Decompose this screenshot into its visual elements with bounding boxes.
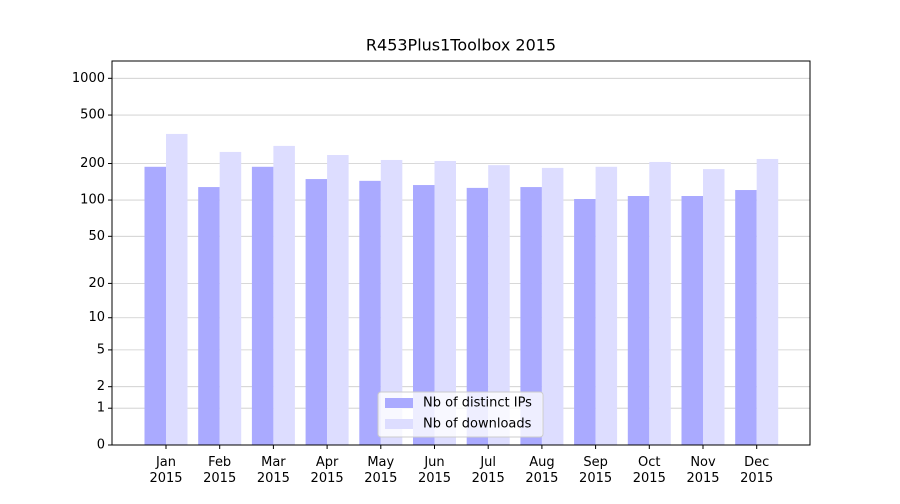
x-tick-label: Apr 2015 [311,455,344,486]
bar [649,161,671,446]
legend-box [377,391,544,438]
x-tick-label: May 2015 [364,455,397,486]
legend-swatch [385,398,413,408]
x-tick-label: Oct 2015 [633,455,666,486]
bar [735,190,757,445]
bar [574,199,596,445]
x-tick-label: Aug 2015 [525,455,558,486]
bar [144,166,166,446]
y-tick-label: 1 [97,401,105,416]
bar [359,180,381,446]
bar [488,165,510,445]
bar [413,185,435,445]
legend-label: Nb of downloads [423,417,532,432]
legend-swatch [385,419,413,429]
y-tick-label: 100 [80,193,105,208]
bar [273,145,295,445]
bar [541,167,564,445]
bar [703,169,725,446]
bar [380,159,403,445]
x-tick-label: Dec 2015 [740,455,773,486]
bar [434,160,456,445]
bar [251,166,274,446]
bar [198,187,220,445]
y-tick-label: 2 [97,379,105,394]
y-tick-label: 20 [88,276,105,291]
bar [305,179,328,445]
bar [166,133,188,445]
y-tick-label: 1000 [72,71,105,86]
y-tick-label: 50 [88,229,105,244]
bar [520,187,542,445]
bar [627,196,650,445]
x-tick-label: Feb 2015 [203,455,236,486]
y-tick-label: 200 [80,156,105,171]
bar [327,155,349,445]
x-tick-label: Mar 2015 [257,455,290,486]
y-tick-label: 500 [80,108,105,123]
y-tick-label: 0 [97,438,105,453]
x-tick-label: Jun 2015 [418,455,451,486]
y-tick-label: 5 [97,342,105,357]
x-tick-label: Jul 2015 [472,455,505,486]
bar [681,196,703,445]
x-tick-label: Sep 2015 [579,455,612,486]
chart-title: R453Plus1Toolbox 2015 [366,36,556,55]
plot-frame [111,60,811,446]
x-tick-label: Jan 2015 [149,455,182,486]
bar [595,166,618,446]
x-tick-label: Nov 2015 [686,455,719,486]
bar [756,158,779,445]
bar [219,151,242,445]
legend: Nb of distinct IPs Nb of downloads [377,391,544,438]
bar [466,187,489,445]
y-tick-label: 10 [88,310,105,325]
legend-label: Nb of distinct IPs [423,396,532,411]
